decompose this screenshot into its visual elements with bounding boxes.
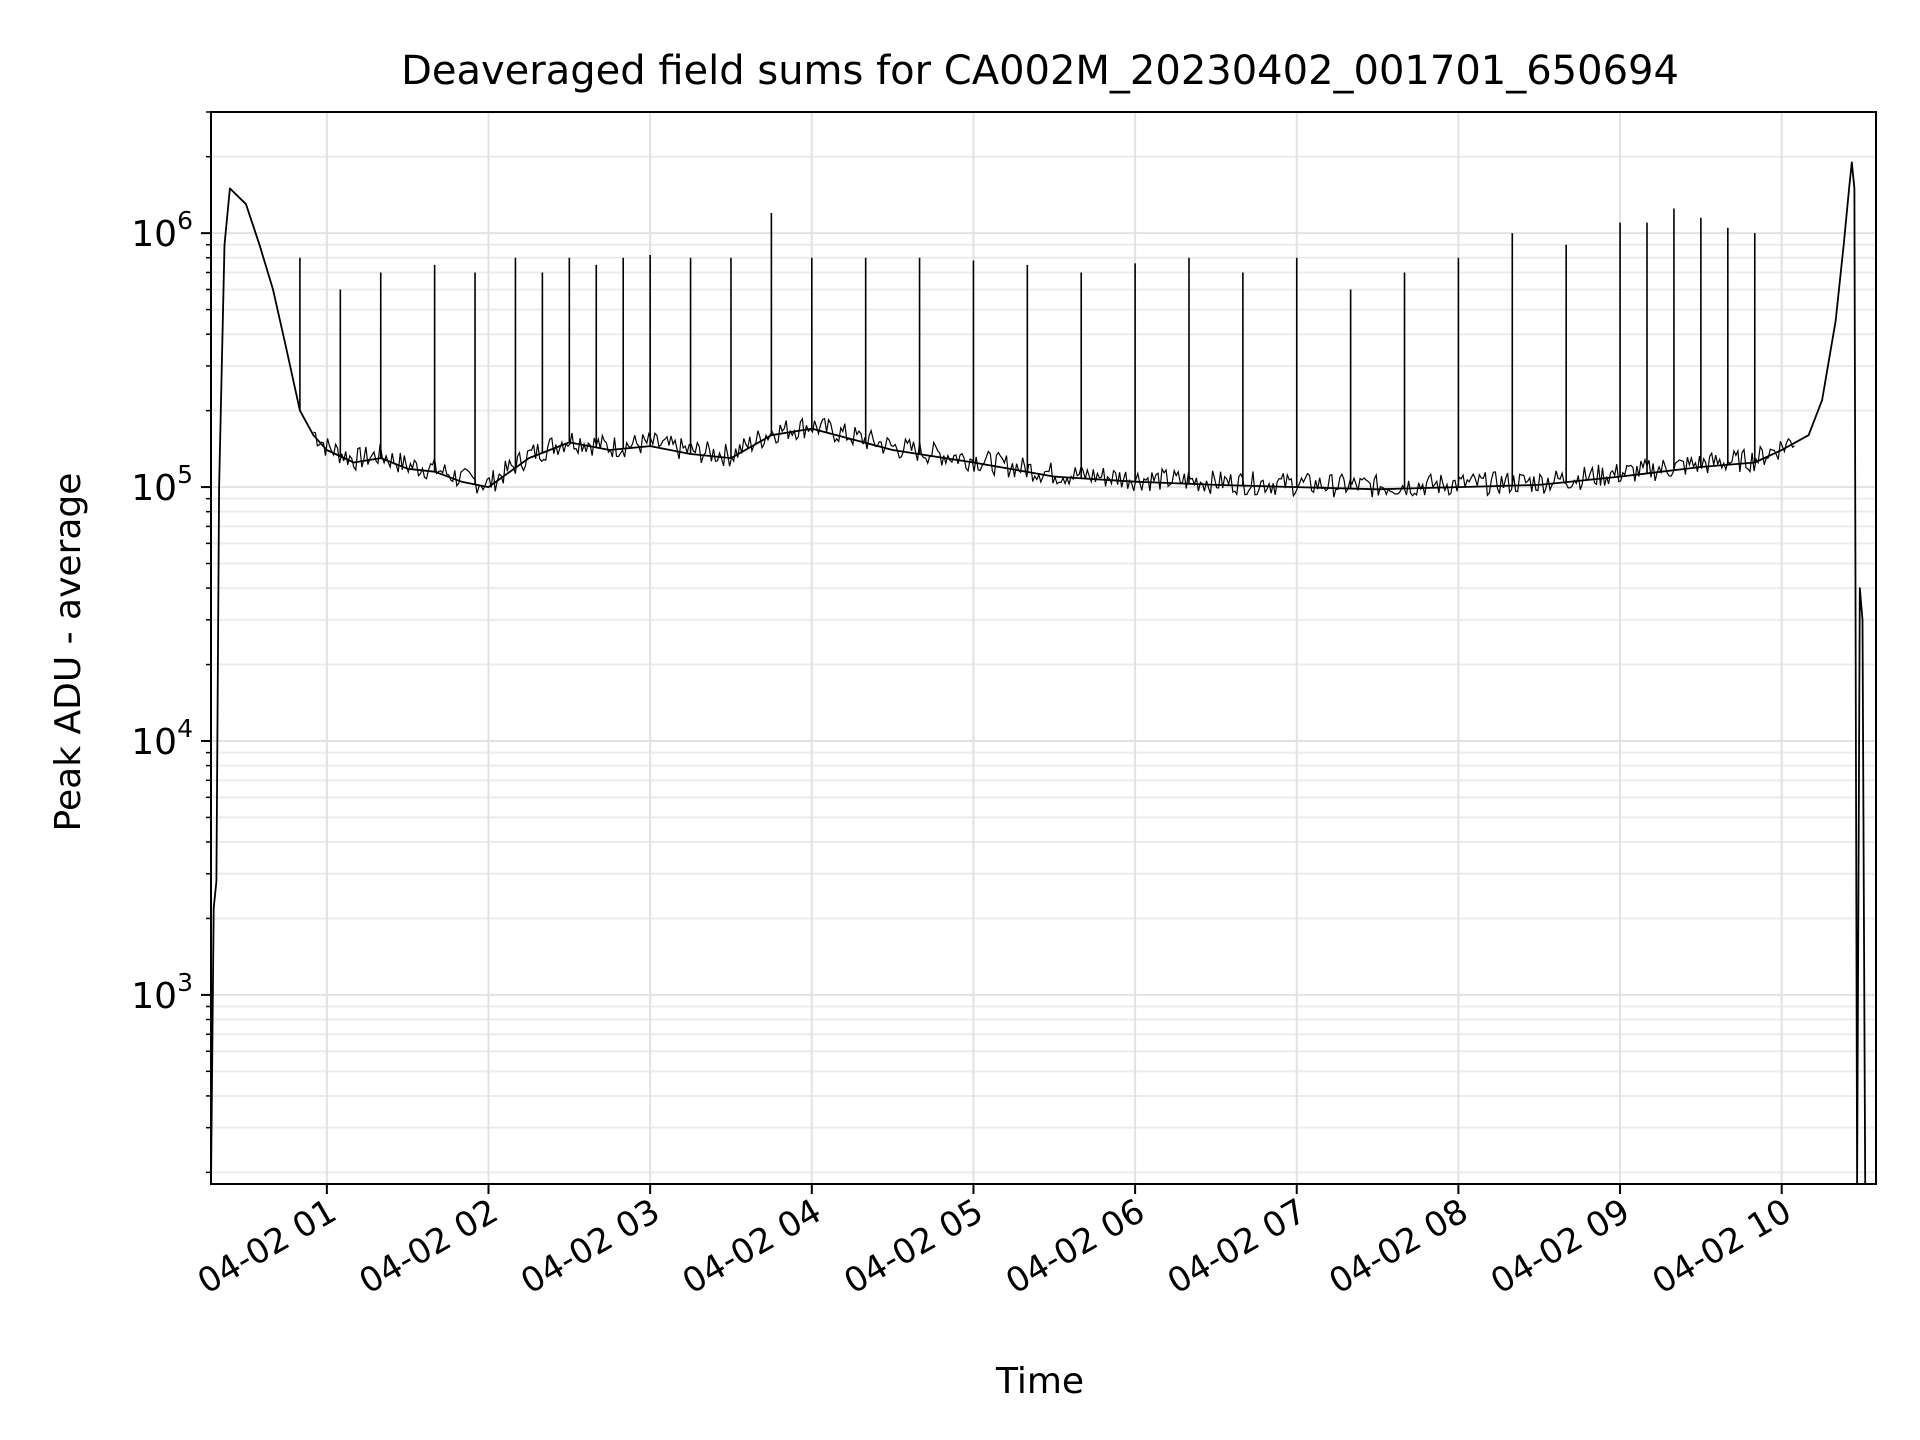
y-tick-exponent: 3 (177, 968, 193, 997)
plot-frame (210, 111, 1877, 1185)
y-tick-exponent: 6 (177, 206, 193, 235)
x-axis-label: Time (995, 1361, 1084, 1402)
series-noise (313, 417, 1795, 498)
chart-title: Deaveraged field sums for CA002M_2023040… (401, 48, 1679, 94)
y-tick-exponent: 5 (177, 460, 193, 489)
y-axis-label: Peak ADU - average (48, 473, 89, 832)
y-tick-exponent: 4 (177, 714, 193, 743)
series-layer (210, 161, 1867, 1185)
